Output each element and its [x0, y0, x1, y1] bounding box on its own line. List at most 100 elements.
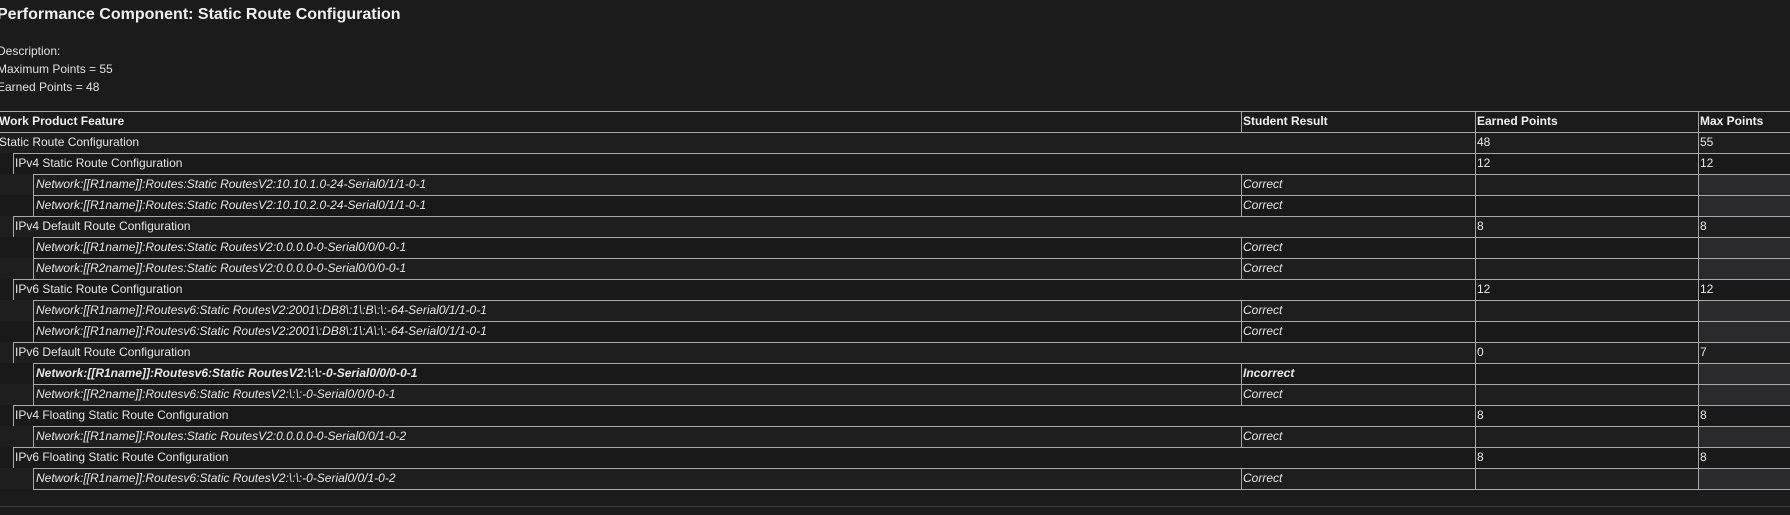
max-points-empty-cell [1699, 469, 1790, 489]
table-row-category [0, 153, 1790, 174]
column-border [1698, 426, 1699, 447]
table-row-category [0, 279, 1790, 300]
column-border [1698, 363, 1699, 384]
result-cell: Correct [1243, 387, 1283, 401]
row-border [13, 153, 1790, 154]
column-border [1475, 174, 1476, 195]
max-points-cell: 12 [1700, 156, 1714, 170]
feature-cell: Network:[[R1name]]:Routesv6:Static Route… [36, 366, 418, 380]
result-cell: Correct [1243, 471, 1283, 485]
column-border [33, 363, 34, 384]
header-student-result: Student Result [1243, 114, 1328, 128]
row-border [13, 447, 1790, 448]
column-border [33, 468, 34, 489]
column-border [1475, 363, 1476, 384]
column-border [1698, 216, 1699, 237]
row-border [33, 174, 1790, 175]
row-border [33, 426, 1790, 427]
feature-cell: Network:[[R2name]]:Routes:Static RoutesV… [36, 261, 407, 275]
row-border [13, 216, 1790, 217]
feature-cell: Network:[[R1name]]:Routes:Static RoutesV… [36, 198, 427, 212]
column-border [1698, 279, 1699, 300]
column-border [1475, 132, 1476, 153]
column-border [1475, 321, 1476, 342]
column-border [13, 279, 14, 300]
category-cell: Static Route Configuration [0, 135, 140, 149]
max-points-cell: 7 [1700, 345, 1707, 359]
row-border [33, 384, 1790, 385]
feature-cell: Network:[[R1name]]:Routes:Static RoutesV… [36, 177, 427, 191]
page-title: Performance Component: Static Route Conf… [0, 6, 401, 23]
result-cell: Correct [1243, 177, 1283, 191]
feature-cell: Network:[[R1name]]:Routesv6:Static Route… [36, 303, 487, 317]
column-border [1475, 153, 1476, 174]
column-border [1698, 342, 1699, 363]
max-points-cell: 12 [1700, 282, 1714, 296]
table-row-check [0, 300, 1790, 321]
max-points-empty-cell [1699, 427, 1790, 447]
max-points-empty-cell [1699, 301, 1790, 321]
earned-points-cell: 48 [1477, 135, 1491, 149]
table-row-category [0, 132, 1790, 153]
max-points-empty-cell [1699, 175, 1790, 195]
column-border [1241, 363, 1242, 384]
table-row-category [0, 447, 1790, 468]
column-border [1698, 195, 1699, 216]
table-row-check [0, 321, 1790, 342]
table-row-check [0, 258, 1790, 279]
column-border [1698, 321, 1699, 342]
result-cell: Correct [1243, 240, 1283, 254]
table-row-category [0, 342, 1790, 363]
column-border [33, 321, 34, 342]
row-border [33, 363, 1790, 364]
table-row-check [0, 174, 1790, 195]
maximum-points-text: Maximum Points = 55 [0, 62, 113, 76]
column-border [1241, 237, 1242, 258]
header-earned-points: Earned Points [1477, 114, 1558, 128]
row-border [0, 111, 1790, 112]
earned-points-cell: 8 [1477, 219, 1484, 233]
column-border [1698, 468, 1699, 489]
row-border [13, 342, 1790, 343]
result-cell: Correct [1243, 303, 1283, 317]
column-border [1698, 132, 1699, 153]
result-cell: Correct [1243, 429, 1283, 443]
column-border [1241, 426, 1242, 447]
header-max-points: Max Points [1700, 114, 1764, 128]
column-border [1475, 468, 1476, 489]
category-cell: IPv4 Static Route Configuration [15, 156, 183, 170]
row-border [33, 195, 1790, 196]
feature-cell: Network:[[R1name]]:Routesv6:Static Route… [36, 471, 396, 485]
table-row-category [0, 405, 1790, 426]
column-border [13, 342, 14, 363]
header-work-product-feature: Work Product Feature [0, 114, 125, 128]
column-border [33, 258, 34, 279]
max-points-empty-cell [1699, 196, 1790, 216]
row-border [33, 300, 1790, 301]
result-cell: Correct [1243, 198, 1283, 212]
table-row-check [0, 426, 1790, 447]
column-border [1475, 384, 1476, 405]
column-border [1241, 384, 1242, 405]
result-cell: Correct [1243, 324, 1283, 338]
row-border [0, 132, 1790, 133]
column-border [33, 195, 34, 216]
feature-cell: Network:[[R1name]]:Routes:Static RoutesV… [36, 240, 407, 254]
column-border [13, 405, 14, 426]
category-cell: IPv6 Floating Static Route Configuration [15, 450, 229, 464]
feature-cell: Network:[[R2name]]:Routesv6:Static Route… [36, 387, 396, 401]
row-border [13, 405, 1790, 406]
column-border [1475, 447, 1476, 468]
column-border [1698, 384, 1699, 405]
earned-points-cell: 8 [1477, 408, 1484, 422]
table-row-check [0, 195, 1790, 216]
column-border [1698, 153, 1699, 174]
column-border [13, 153, 14, 174]
column-border [1241, 258, 1242, 279]
max-points-cell: 8 [1700, 219, 1707, 233]
result-cell: Incorrect [1243, 366, 1295, 380]
table-row-check [0, 363, 1790, 384]
page-divider [0, 506, 1790, 507]
earned-points-cell: 0 [1477, 345, 1484, 359]
column-border [1475, 237, 1476, 258]
